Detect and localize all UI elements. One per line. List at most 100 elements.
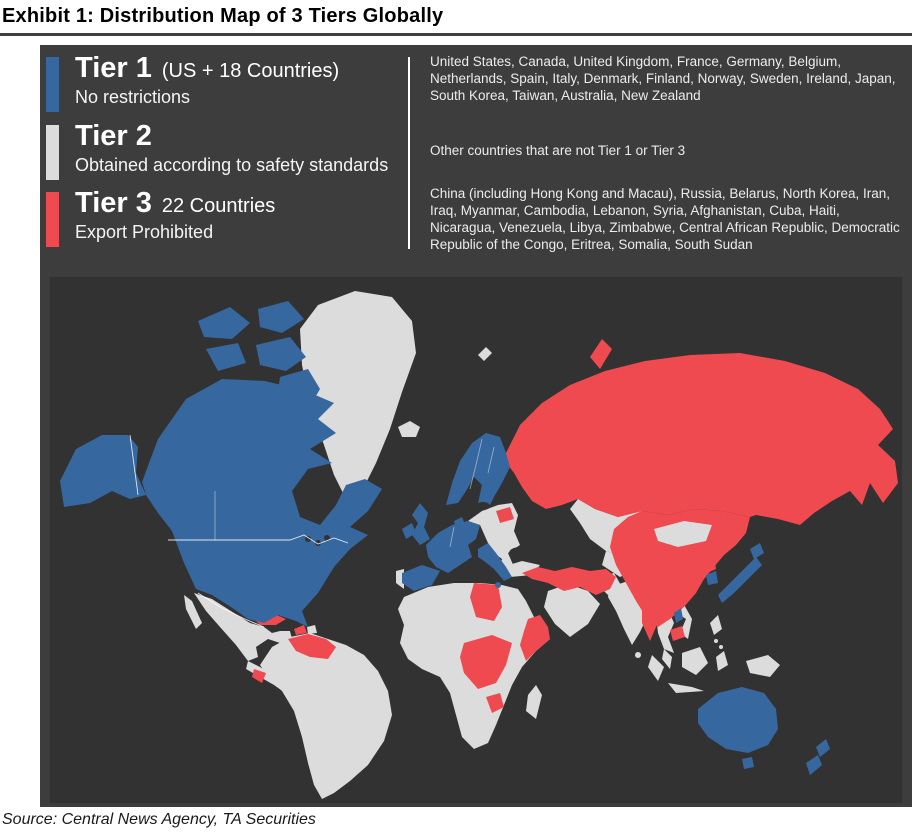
source-caption: Source: Central News Agency, TA Securiti…: [2, 811, 316, 828]
region-italy: [478, 543, 512, 581]
region-cambodia: [670, 626, 685, 641]
region-zimbabwe: [486, 693, 504, 713]
region-horn-of-africa: [520, 615, 550, 661]
region-greenland: [300, 291, 416, 499]
world-map: [50, 277, 902, 803]
border-norway-sweden: [469, 438, 483, 490]
region-iceland: [398, 421, 420, 437]
region-drc-car-south-sudan: [460, 635, 512, 689]
region-philippines-south: [714, 639, 718, 643]
region-sri-lanka: [635, 652, 641, 658]
region-venezuela: [288, 634, 336, 659]
region-philippines: [710, 615, 722, 635]
tier3-name: Tier 3: [75, 187, 152, 219]
region-sicily: [495, 582, 501, 588]
tier3-color-bar: [46, 192, 59, 247]
border-sweden-finland: [487, 446, 495, 474]
region-baffin-island: [276, 369, 320, 425]
region-middle-east-band: [522, 567, 616, 595]
region-alaska: [60, 435, 146, 507]
tier3-regions: [252, 339, 898, 713]
tier-panel: Tier 1 (US + 18 Countries) No restriction…: [40, 45, 912, 807]
tier2-subtitle: Obtained according to safety standards: [75, 155, 389, 175]
tier1-qualifier: (US + 18 Countries): [161, 60, 340, 82]
border-us-mexico: [197, 592, 265, 628]
title-rule: [0, 33, 912, 36]
region-dominican-republic: [307, 625, 317, 634]
tier2-color-bar: [46, 125, 59, 180]
tier3-country-list: China (including Hong Kong and Macau), R…: [430, 186, 900, 252]
region-arabia: [544, 584, 600, 637]
border-us-canada: [168, 534, 349, 545]
tier1-country-list: United States, Canada, United Kingdom, F…: [430, 54, 896, 103]
region-russia: [505, 353, 898, 525]
tier1-color-bar: [46, 57, 59, 112]
region-belarus: [496, 507, 514, 523]
tier1-regions: [60, 301, 830, 775]
region-new-zealand-north: [816, 739, 830, 757]
tier1-name: Tier 1: [75, 52, 152, 84]
region-japan-honshu: [718, 557, 762, 603]
region-arctic-island-c: [256, 337, 306, 371]
region-haiti: [294, 625, 307, 635]
region-western-europe: [426, 521, 480, 573]
region-libya: [470, 583, 502, 621]
water-bodies: [305, 502, 580, 559]
legend-divider: [408, 57, 410, 249]
region-nicaragua: [252, 669, 266, 683]
region-arctic-island-b: [258, 301, 304, 333]
region-svalbard: [478, 347, 492, 361]
tier3-legend: Tier 3 22 Countries Export Prohibited: [75, 188, 275, 243]
region-arctic-island-a: [198, 307, 250, 339]
region-japan-hokkaido: [750, 543, 764, 559]
region-tasmania: [742, 757, 754, 769]
region-mindanao: [719, 645, 723, 649]
region-north-korea: [702, 554, 716, 573]
region-baja: [184, 595, 202, 629]
black-sea: [509, 547, 531, 559]
region-china: [610, 509, 750, 627]
region-eastern-europe: [468, 503, 520, 579]
region-spain: [402, 565, 440, 591]
region-madagascar: [526, 685, 542, 719]
region-australia: [698, 687, 778, 753]
great-lake-3: [324, 535, 330, 541]
region-new-guinea: [746, 655, 780, 677]
region-usa-canada: [142, 379, 382, 627]
region-jamaica: [276, 632, 280, 636]
baltic-sea: [476, 502, 490, 510]
region-java: [668, 683, 704, 693]
region-south-korea: [706, 571, 718, 585]
region-united-kingdom: [412, 503, 430, 545]
tier2-name: Tier 2: [75, 120, 152, 152]
region-new-zealand-south: [806, 755, 822, 775]
border-alaska-canada: [129, 434, 139, 496]
region-sulawesi: [716, 651, 728, 671]
great-lake-2: [315, 540, 321, 546]
tier3-qualifier: 22 Countries: [161, 195, 276, 217]
exhibit-title: Exhibit 1: Distribution Map of 3 Tiers G…: [2, 5, 444, 27]
tier2-country-list: Other countries that are not Tier 1 or T…: [430, 143, 686, 158]
border-france-germany: [449, 526, 455, 548]
region-south-america: [260, 633, 392, 799]
world-map-svg: [50, 277, 902, 803]
tier3-subtitle: Export Prohibited: [75, 222, 214, 242]
tier1-legend: Tier 1 (US + 18 Countries) No restriction…: [75, 53, 339, 108]
great-lake-1: [305, 536, 311, 542]
region-mexico: [194, 593, 292, 661]
region-borneo: [682, 647, 708, 675]
region-taiwan: [674, 608, 683, 623]
tier2-legend: Tier 2 Obtained according to safety stan…: [75, 121, 388, 176]
region-arctic-island-d: [206, 343, 246, 371]
region-malaysia: [662, 649, 672, 669]
caspian-sea: [566, 525, 580, 553]
region-scandinavia: [446, 433, 510, 509]
country-borders: [129, 434, 495, 628]
region-myanmar: [642, 597, 662, 641]
region-sumatra: [648, 655, 664, 681]
tier1-subtitle: No restrictions: [75, 87, 191, 107]
region-ireland: [402, 523, 416, 539]
region-novaya-zemlya: [590, 339, 612, 369]
region-mongolia: [654, 521, 712, 547]
